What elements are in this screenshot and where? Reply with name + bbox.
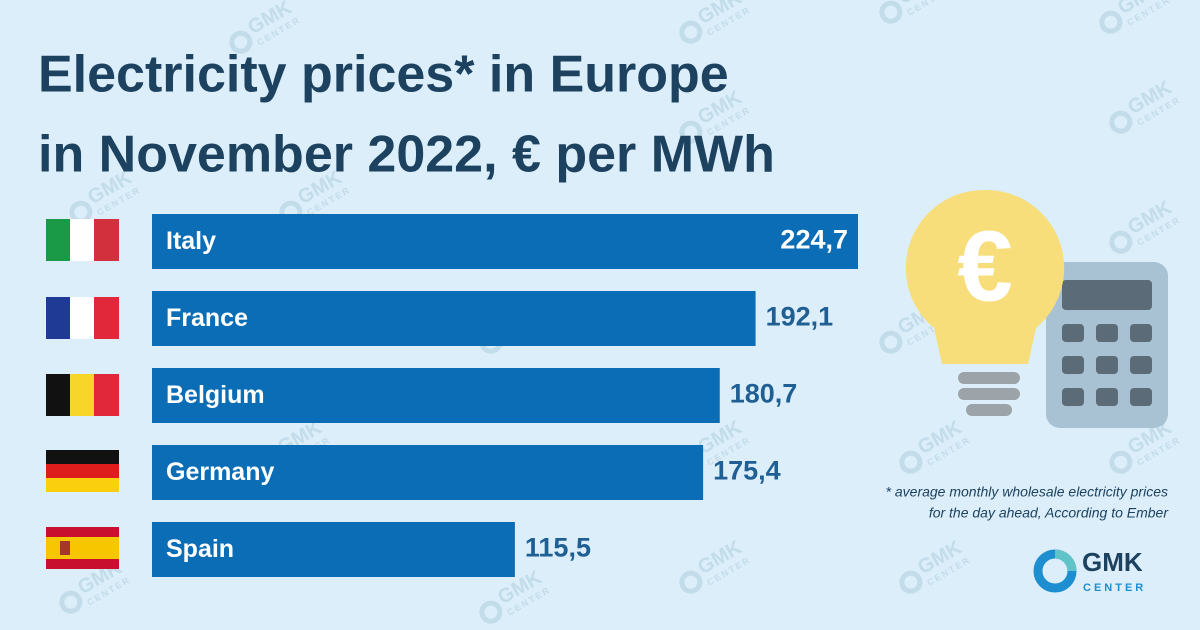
lightbulb-illustration: € — [905, 189, 1065, 416]
flag-spain — [46, 527, 119, 569]
bar — [152, 214, 858, 269]
watermark-icon — [879, 330, 903, 354]
footnote: * average monthly wholesale electricity … — [886, 484, 1168, 500]
category-label: France — [166, 304, 248, 332]
watermark-icon — [899, 450, 923, 474]
value-label: 192,1 — [766, 302, 834, 332]
flag-belgium — [46, 374, 119, 416]
watermark-icon — [899, 570, 923, 594]
watermark-icon — [679, 570, 703, 594]
chart-title: Electricity prices* in Europe — [38, 46, 729, 104]
bar — [152, 368, 720, 423]
value-label: 224,7 — [780, 225, 848, 255]
bar — [152, 445, 704, 500]
watermark-icon — [879, 0, 903, 24]
category-label: Belgium — [166, 381, 265, 409]
watermark-icon — [1109, 450, 1133, 474]
watermark-icon — [229, 30, 253, 54]
bar — [152, 291, 756, 346]
logo-text: GMK — [1082, 547, 1143, 577]
value-label: 180,7 — [730, 379, 798, 409]
watermark-icon — [59, 590, 83, 614]
value-label: 115,5 — [525, 533, 591, 563]
logo-subtext: CENTER — [1083, 582, 1146, 594]
footnote: for the day ahead, According to Ember — [929, 505, 1170, 521]
watermark-icon — [679, 20, 703, 44]
category-label: Spain — [166, 535, 234, 563]
category-label: Germany — [166, 458, 274, 486]
watermark-icon — [1099, 10, 1123, 34]
flag-italy — [46, 219, 119, 261]
logo: GMK CENTER — [1033, 547, 1146, 594]
flag-france — [46, 297, 119, 339]
watermark-icon — [479, 600, 503, 624]
watermark-icon — [1109, 110, 1133, 134]
watermark-icon — [1109, 230, 1133, 254]
bar — [152, 522, 515, 577]
value-label: 175,4 — [713, 456, 781, 486]
calculator-illustration — [1046, 262, 1168, 428]
chart-title: in November 2022, € per MWh — [38, 126, 775, 184]
watermark-icon — [679, 120, 703, 144]
category-label: Italy — [166, 227, 216, 255]
flag-germany — [46, 450, 119, 492]
svg-text:€: € — [957, 210, 1013, 322]
